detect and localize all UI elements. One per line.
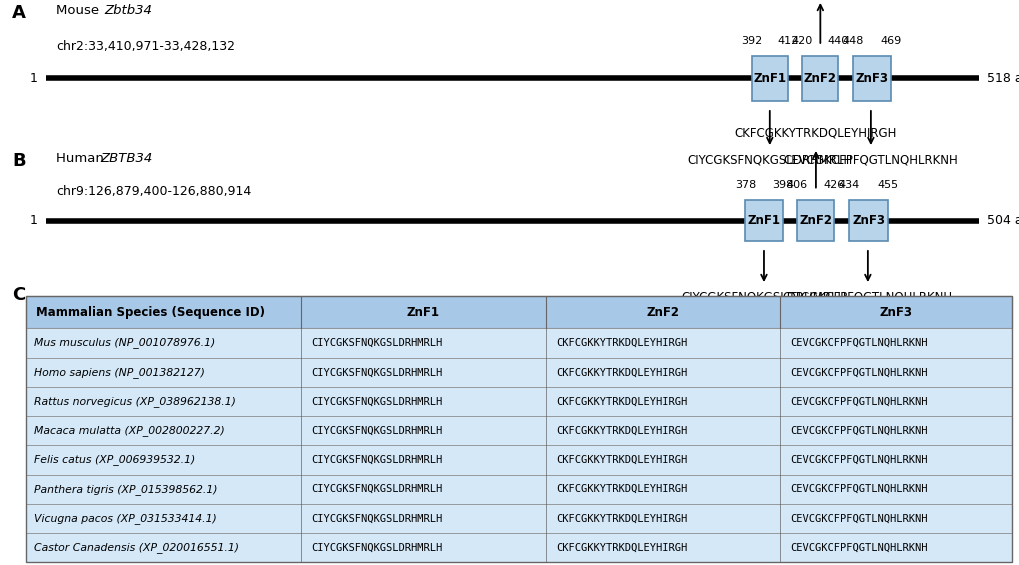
Text: ZnF1: ZnF1 [747,214,780,227]
Text: 504 aa: 504 aa [986,214,1019,227]
Text: chr2:33,410,971-33,428,132: chr2:33,410,971-33,428,132 [56,40,234,53]
Text: Human: Human [56,152,108,165]
Text: 420: 420 [791,36,812,46]
Text: 440: 440 [827,36,848,46]
FancyBboxPatch shape [751,56,787,101]
Text: 448: 448 [842,36,863,46]
Text: ZnF2: ZnF2 [803,72,836,85]
Text: Castor Canadensis (XP_020016551.1): Castor Canadensis (XP_020016551.1) [34,542,238,553]
Text: CKFCGKKYTRKDQLEYHIRGH: CKFCGKKYTRKDQLEYHIRGH [555,425,687,436]
Text: CEVCGKCFPFQGTLNQHLRKNH: CEVCGKCFPFQGTLNQHLRKNH [790,455,927,465]
Text: ZnF2: ZnF2 [799,214,832,227]
Text: Mouse: Mouse [56,5,103,18]
Bar [25,358,1011,387]
Text: 1: 1 [30,214,38,227]
Text: 398: 398 [771,180,793,190]
Text: 406: 406 [786,180,807,190]
Text: Mammalian Species (Sequence ID): Mammalian Species (Sequence ID) [37,306,265,319]
Text: 469: 469 [879,36,901,46]
Text: CKFCGKKYTRKDQLEYHIRGH: CKFCGKKYTRKDQLEYHIRGH [555,514,687,523]
Text: CEVCGKCFPFQGTLNQHLRKNH: CEVCGKCFPFQGTLNQHLRKNH [790,514,927,523]
Text: CKFCGKKYTRKDQLEYHIRGH: CKFCGKKYTRKDQLEYHIRGH [555,455,687,465]
Text: CIYCGKSFNQKGSLDRHMRLH: CIYCGKSFNQKGSLDRHMRLH [311,425,442,436]
Text: CKFCGKKYTRKDQLEYHIRGH: CKFCGKKYTRKDQLEYHIRGH [555,367,687,377]
Text: CIYCGKSFNQKGSLDRHMRLH: CIYCGKSFNQKGSLDRHMRLH [311,367,442,377]
Bar [25,328,1011,358]
Text: Panthera tigris (XP_015398562.1): Panthera tigris (XP_015398562.1) [34,484,217,494]
Text: 412: 412 [776,36,798,46]
Bar [25,445,1011,475]
Text: Macaca mulatta (XP_002800227.2): Macaca mulatta (XP_002800227.2) [34,425,224,436]
Bar [25,387,1011,416]
FancyBboxPatch shape [745,200,782,241]
Text: ZBTB34: ZBTB34 [100,152,152,165]
Text: Mus musculus (NP_001078976.1): Mus musculus (NP_001078976.1) [34,337,215,349]
Text: CIYCGKSFNQKGSLDRHMRLH: CIYCGKSFNQKGSLDRHMRLH [311,397,442,406]
Text: 426: 426 [823,180,845,190]
Text: CEVCGKCFPFQGTLNQHLRKNH: CEVCGKCFPFQGTLNQHLRKNH [783,154,957,167]
Text: ZnF3: ZnF3 [855,72,888,85]
Text: CKFCGKKYTRKDQLEYHIRGH: CKFCGKKYTRKDQLEYHIRGH [555,542,687,553]
Text: Zbtb34: Zbtb34 [104,5,152,18]
Text: 1: 1 [30,72,38,85]
Text: CIYCGKSFNQKGSLDRHMRLH: CIYCGKSFNQKGSLDRHMRLH [311,338,442,348]
Text: CIYCGKSFNQKGSLDRHMRLH: CIYCGKSFNQKGSLDRHMRLH [311,542,442,553]
Text: CEICGKCFPFQGTLNQHLRKNH: CEICGKCFPFQGTLNQHLRKNH [782,290,952,303]
Text: Felis catus (XP_006939532.1): Felis catus (XP_006939532.1) [34,454,195,466]
Text: Vicugna pacos (XP_031533414.1): Vicugna pacos (XP_031533414.1) [34,513,216,524]
Text: CIYCGKSFNQKGSLDRHMRLH: CIYCGKSFNQKGSLDRHMRLH [311,484,442,494]
Text: CEVCGKCFPFQGTLNQHLRKNH: CEVCGKCFPFQGTLNQHLRKNH [790,484,927,494]
Text: Rattus norvegicus (XP_038962138.1): Rattus norvegicus (XP_038962138.1) [34,396,235,407]
Text: B: B [12,152,25,170]
Bar [25,296,1011,328]
Text: CKFCGKKYTRKDQLEYHIRGH: CKFCGKKYTRKDQLEYHIRGH [555,338,687,348]
Text: ZnF1: ZnF1 [753,72,786,85]
Text: CKFCGKKYTRKDQLEYHIRGH: CKFCGKKYTRKDQLEYHIRGH [555,484,687,494]
Bar [25,504,1011,533]
Text: ZnF1: ZnF1 [407,306,439,319]
Text: CKFCGKKYTRKDQLEYHIRGH: CKFCGKKYTRKDQLEYHIRGH [734,127,897,140]
Text: 392: 392 [741,36,761,46]
FancyBboxPatch shape [852,56,890,101]
Text: ZnF3: ZnF3 [852,214,884,227]
FancyBboxPatch shape [802,56,838,101]
Text: 434: 434 [838,180,859,190]
Text: A: A [12,5,26,23]
Text: CKFCGKKYTRKDQLEYHIRGH: CKFCGKKYTRKDQLEYHIRGH [555,397,687,406]
Text: CEVCGKCFPFQGTLNQHLRKNH: CEVCGKCFPFQGTLNQHLRKNH [790,367,927,377]
Text: 455: 455 [877,180,898,190]
Text: 378: 378 [734,180,755,190]
Text: CIYCGKSFNQKGSLDRHMRLH: CIYCGKSFNQKGSLDRHMRLH [687,154,852,167]
FancyBboxPatch shape [797,200,834,241]
FancyBboxPatch shape [849,200,888,241]
Bar [25,475,1011,504]
Text: ZnF3: ZnF3 [878,306,911,319]
Text: CEVCGKCFPFQGTLNQHLRKNH: CEVCGKCFPFQGTLNQHLRKNH [790,425,927,436]
Text: CEVCGKCFPFQGTLNQHLRKNH: CEVCGKCFPFQGTLNQHLRKNH [790,338,927,348]
Text: C: C [12,286,25,305]
Text: ZnF2: ZnF2 [646,306,679,319]
Text: CEVCGKCFPFQGTLNQHLRKNH: CEVCGKCFPFQGTLNQHLRKNH [790,397,927,406]
Text: CEVCGKCFPFQGTLNQHLRKNH: CEVCGKCFPFQGTLNQHLRKNH [790,542,927,553]
Text: CIYCGKSFNQKGSLDRHMRLH: CIYCGKSFNQKGSLDRHMRLH [681,290,846,303]
Text: Homo sapiens (NP_001382127): Homo sapiens (NP_001382127) [34,367,205,377]
Text: CIYCGKSFNQKGSLDRHMRLH: CIYCGKSFNQKGSLDRHMRLH [311,514,442,523]
Bar [25,416,1011,445]
Text: CIYCGKSFNQKGSLDRHMRLH: CIYCGKSFNQKGSLDRHMRLH [311,455,442,465]
Text: chr9:126,879,400-126,880,914: chr9:126,879,400-126,880,914 [56,185,251,198]
Bar [25,533,1011,562]
Text: 518 aa: 518 aa [986,72,1019,85]
